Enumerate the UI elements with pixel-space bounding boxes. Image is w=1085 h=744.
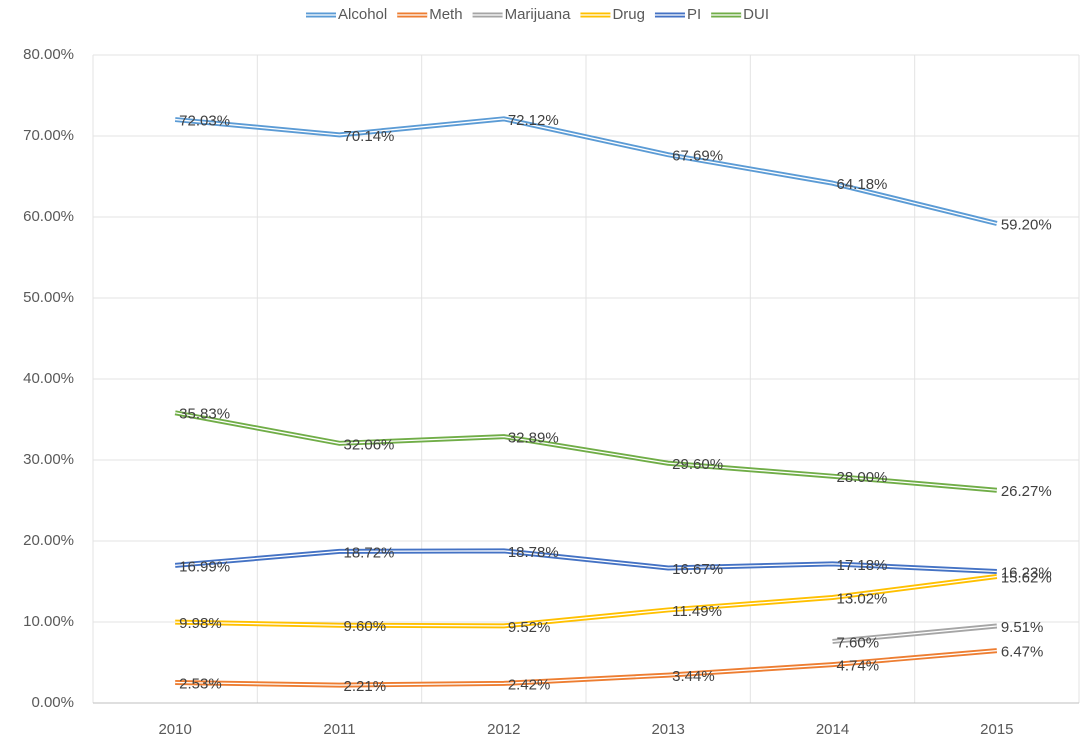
y-tick-label: 70.00% [23, 127, 74, 144]
y-tick-label: 20.00% [23, 532, 74, 549]
data-label: 9.60% [344, 618, 387, 635]
data-label: 29.60% [672, 456, 723, 473]
data-label: 28.00% [837, 469, 888, 486]
data-label: 72.12% [508, 112, 559, 129]
data-label: 13.02% [837, 591, 888, 608]
legend: Alcohol Meth Marijuana Drug PI DUI [306, 6, 769, 23]
data-label: 3.44% [672, 668, 715, 685]
data-label: 16.23% [1001, 565, 1052, 582]
y-tick-label: 30.00% [23, 451, 74, 468]
y-tick-label: 10.00% [23, 613, 74, 630]
data-label: 64.18% [837, 176, 888, 193]
series-line-highlight [175, 575, 997, 627]
data-label: 16.67% [672, 561, 723, 578]
data-label: 7.60% [837, 634, 880, 651]
data-label: 2.21% [344, 678, 387, 695]
legend-label: DUI [743, 6, 769, 23]
data-label: 15.62% [1001, 569, 1052, 586]
series-line-highlight [175, 649, 997, 686]
legend-label: Alcohol [338, 6, 387, 23]
data-label: 18.78% [508, 544, 559, 561]
data-label: 9.98% [179, 615, 222, 632]
y-tick-label: 40.00% [23, 370, 74, 387]
y-tick-label: 60.00% [23, 208, 74, 225]
data-label: 16.99% [179, 558, 230, 575]
data-label: 2.53% [179, 675, 222, 692]
x-tick-label: 2010 [158, 721, 191, 738]
legend-label: Marijuana [505, 6, 572, 23]
legend-label: Meth [429, 6, 462, 23]
data-label: 32.89% [508, 430, 559, 447]
data-label: 67.69% [672, 148, 723, 165]
data-label: 17.18% [837, 557, 888, 574]
series-line-highlight [175, 118, 997, 225]
data-label: 9.51% [1001, 619, 1044, 636]
y-tick-label: 80.00% [23, 46, 74, 63]
data-label: 35.83% [179, 406, 230, 423]
series-line-highlight [175, 550, 997, 573]
data-label: 72.03% [179, 113, 230, 130]
data-label: 59.20% [1001, 216, 1052, 233]
x-tick-label: 2013 [651, 721, 684, 738]
x-tick-label: 2012 [487, 721, 520, 738]
data-label: 2.42% [508, 676, 551, 693]
legend-label: PI [687, 6, 701, 23]
data-label: 18.72% [344, 544, 395, 561]
data-label: 6.47% [1001, 644, 1044, 661]
x-tick-label: 2011 [323, 721, 355, 738]
series-line-highlight [832, 625, 997, 643]
legend-label: Drug [612, 6, 645, 23]
x-tick-label: 2014 [816, 721, 849, 738]
data-label: 70.14% [344, 128, 395, 145]
data-label: 11.49% [672, 603, 722, 620]
data-label: 4.74% [837, 658, 880, 675]
data-label: 32.06% [344, 436, 395, 453]
data-label: 26.27% [1001, 483, 1052, 500]
y-tick-label: 0.00% [31, 694, 74, 711]
x-tick-label: 2015 [980, 721, 1013, 738]
series-line-highlight [175, 412, 997, 491]
data-label: 9.52% [508, 619, 551, 636]
y-tick-label: 50.00% [23, 289, 74, 306]
